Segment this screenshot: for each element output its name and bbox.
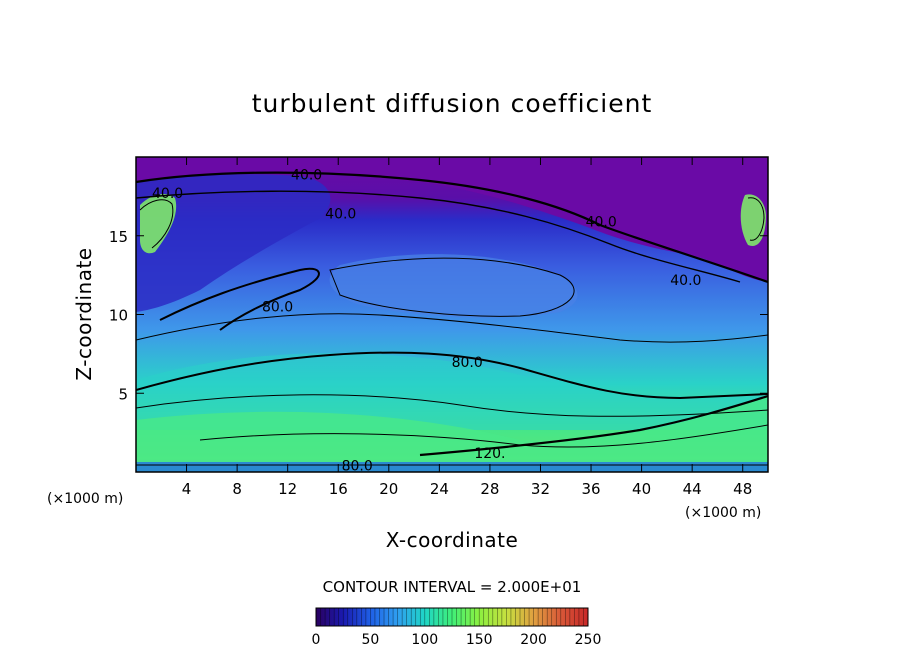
contour-label: 80.0 <box>452 355 483 371</box>
x-tick-label: 32 <box>531 480 550 498</box>
x-tick-label: 4 <box>182 480 192 498</box>
contour-lines <box>136 171 768 466</box>
field-upper-left-blue <box>136 174 331 312</box>
x-tick-label: 44 <box>683 480 702 498</box>
contour-field: 40.0 40.0 40.0 40.0 40.0 80.0 80.0 80.0 120. <box>136 157 768 475</box>
x-tick-label: 24 <box>430 480 449 498</box>
x-axis-label: X-coordinate <box>386 528 519 552</box>
field-right-plume <box>740 194 766 246</box>
x-unit-label-right: (×1000 m) <box>685 505 761 521</box>
contour-label: 40.0 <box>586 215 617 231</box>
contour-label: 40.0 <box>325 207 356 223</box>
x-tick-label: 20 <box>379 480 398 498</box>
x-tick-label: 8 <box>232 480 242 498</box>
x-tick-label: 36 <box>581 480 600 498</box>
y-axis-label: Z-coordinate <box>72 247 96 380</box>
contour-label: 40.0 <box>670 273 701 289</box>
colorbar-ticks: 0 50 100 150 200 250 <box>312 632 602 648</box>
x-tick-label: 40 <box>632 480 651 498</box>
colorbar-tick-label: 150 <box>466 632 493 648</box>
y-tick-label: 5 <box>118 385 128 403</box>
field-upper-band <box>136 157 768 282</box>
colorbar-tick-label: 250 <box>575 632 602 648</box>
field-left-plume <box>140 194 177 254</box>
x-tick-label: 16 <box>329 480 348 498</box>
colorbar-frame <box>315 607 589 627</box>
colorbar-tick-label: 200 <box>520 632 547 648</box>
x-tick-label: 28 <box>480 480 499 498</box>
y-tick-label: 15 <box>109 228 128 246</box>
contour-interval-text: CONTOUR INTERVAL = 2.000E+01 <box>323 578 582 596</box>
colorbar-tick-label: 50 <box>361 632 379 648</box>
field-surface-strip <box>136 462 768 472</box>
contour-label: 40.0 <box>291 167 322 183</box>
x-unit-label-left: (×1000 m) <box>47 491 123 507</box>
contour-label: 80.0 <box>342 459 373 475</box>
contour-label: 80.0 <box>262 300 293 316</box>
y-tick-label: 10 <box>109 307 128 325</box>
field-lower-cyan <box>136 353 768 430</box>
colorbar-tick-label: 0 <box>312 632 321 648</box>
chart-title: turbulent diffusion coefficient <box>252 89 653 118</box>
y-axis: 5 10 15 <box>109 228 768 403</box>
contour-label-group: 40.0 40.0 40.0 40.0 40.0 80.0 80.0 80.0 120. <box>152 167 701 475</box>
field-core <box>329 254 578 318</box>
colorbar-stripes <box>320 608 584 626</box>
colorbar: 0 50 100 150 200 250 <box>312 607 602 648</box>
contour-label: 120. <box>474 446 505 462</box>
colorbar-tick-label: 100 <box>411 632 438 648</box>
x-tick-label: 12 <box>278 480 297 498</box>
contour-label: 40.0 <box>152 186 183 202</box>
x-axis: 4 8 12 16 20 24 28 32 36 40 44 48 <box>182 157 752 498</box>
x-tick-label: 48 <box>733 480 752 498</box>
